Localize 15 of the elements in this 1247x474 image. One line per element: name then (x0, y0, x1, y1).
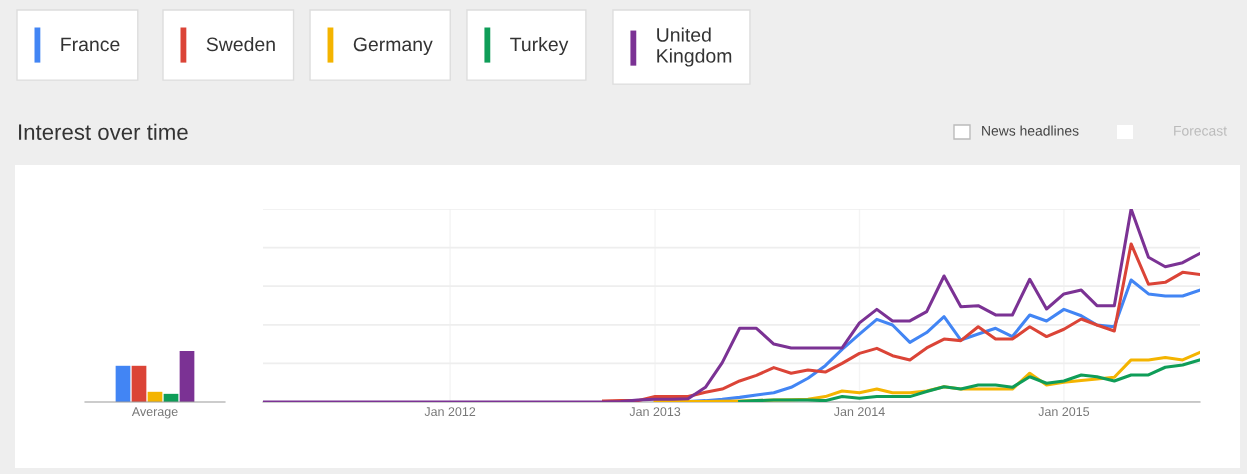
x-tick-label: Jan 2015 (1038, 407, 1090, 417)
text: News headlines (982, 125, 1079, 136)
legend-label: France (61, 37, 120, 52)
legend-label: Turkey (510, 36, 569, 56)
bar (179, 351, 195, 402)
legend-label: Germany (353, 37, 433, 56)
x-tick-label: Average (131, 407, 178, 419)
x-tick-label: Jan 2013 (629, 407, 681, 417)
bar (115, 365, 131, 402)
x-tick-label: Jan 2012 (424, 407, 476, 417)
x-tick-label: Jan 2014 (833, 407, 885, 417)
legend-label: Sweden (206, 36, 275, 52)
chart-title: Interest over time (19, 123, 188, 140)
bar (131, 365, 147, 402)
legend-label: United Kingdom (657, 27, 732, 67)
